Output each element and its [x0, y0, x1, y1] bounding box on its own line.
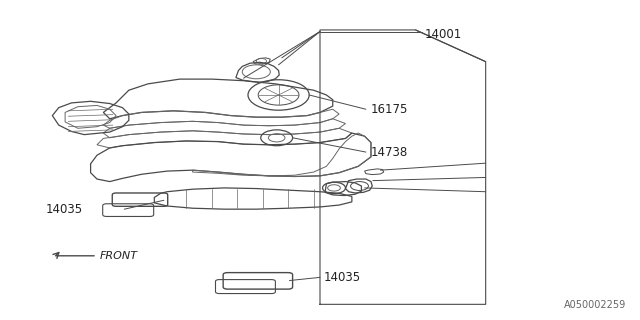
- Text: 14035: 14035: [323, 271, 360, 284]
- Text: FRONT: FRONT: [100, 252, 138, 261]
- Text: 14035: 14035: [46, 203, 83, 216]
- Text: 14001: 14001: [425, 28, 462, 41]
- Text: A050002259: A050002259: [564, 300, 626, 310]
- Text: 14738: 14738: [371, 146, 408, 159]
- Text: 16175: 16175: [371, 103, 408, 116]
